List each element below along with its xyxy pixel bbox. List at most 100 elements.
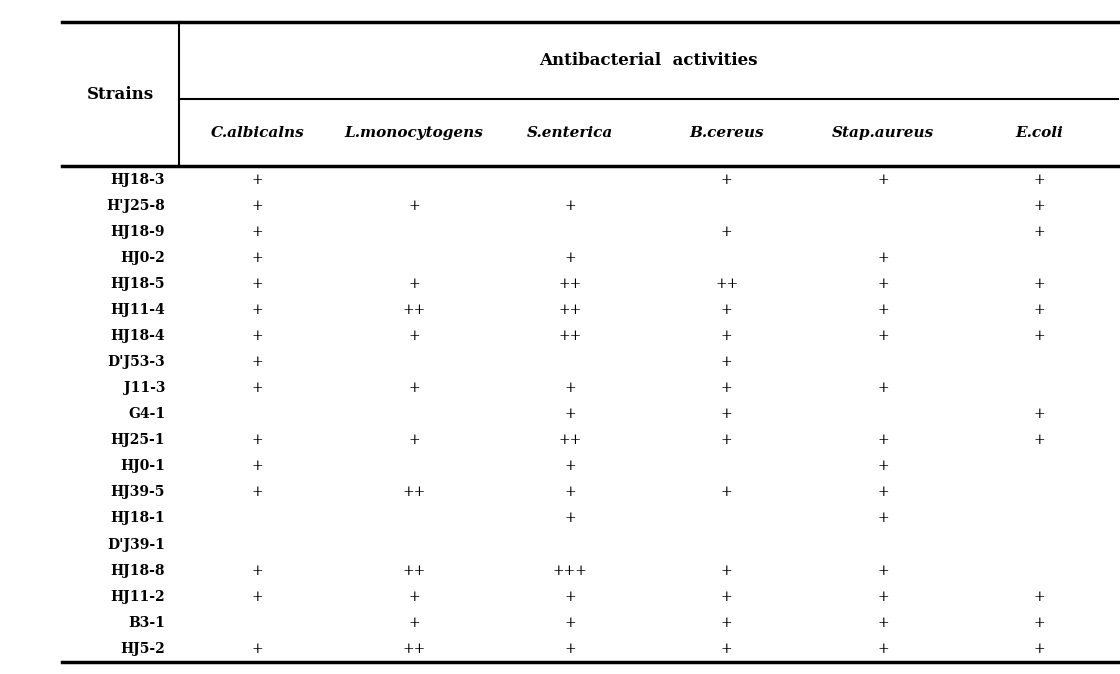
Text: +: +	[564, 381, 576, 395]
Text: +: +	[408, 616, 420, 630]
Text: ++: ++	[402, 563, 426, 578]
Text: HJ39-5: HJ39-5	[111, 485, 165, 499]
Text: HJ18-9: HJ18-9	[111, 224, 165, 239]
Text: +: +	[877, 563, 889, 578]
Text: +: +	[564, 459, 576, 473]
Text: +: +	[1034, 642, 1045, 656]
Text: +: +	[721, 616, 732, 630]
Text: B3-1: B3-1	[128, 616, 165, 630]
Text: G4-1: G4-1	[128, 407, 165, 421]
Text: +++: +++	[553, 563, 588, 578]
Text: +: +	[252, 590, 263, 604]
Text: ++: ++	[559, 433, 582, 448]
Text: +: +	[564, 251, 576, 265]
Text: +: +	[408, 199, 420, 212]
Text: +: +	[252, 277, 263, 290]
Text: +: +	[564, 512, 576, 526]
Text: ++: ++	[559, 329, 582, 343]
Text: C.albicalns: C.albicalns	[211, 126, 305, 140]
Text: +: +	[1034, 407, 1045, 421]
Text: +: +	[877, 642, 889, 656]
Text: +: +	[1034, 173, 1045, 187]
Text: +: +	[252, 224, 263, 239]
Text: +: +	[721, 303, 732, 317]
Text: +: +	[564, 616, 576, 630]
Text: +: +	[1034, 433, 1045, 448]
Text: +: +	[252, 433, 263, 448]
Text: Strains: Strains	[87, 86, 153, 102]
Text: +: +	[877, 459, 889, 473]
Text: +: +	[252, 459, 263, 473]
Text: Antibacterial  activities: Antibacterial activities	[539, 52, 758, 69]
Text: +: +	[721, 433, 732, 448]
Text: D'J53-3: D'J53-3	[108, 355, 165, 369]
Text: HJ18-3: HJ18-3	[111, 173, 165, 187]
Text: L.monocytogens: L.monocytogens	[345, 126, 483, 140]
Text: +: +	[252, 642, 263, 656]
Text: +: +	[1034, 616, 1045, 630]
Text: +: +	[1034, 224, 1045, 239]
Text: HJ0-2: HJ0-2	[120, 251, 165, 265]
Text: HJ0-1: HJ0-1	[120, 459, 165, 473]
Text: +: +	[877, 303, 889, 317]
Text: +: +	[564, 590, 576, 604]
Text: +: +	[877, 433, 889, 448]
Text: +: +	[877, 590, 889, 604]
Text: ++: ++	[402, 642, 426, 656]
Text: ++: ++	[402, 485, 426, 499]
Text: +: +	[1034, 329, 1045, 343]
Text: HJ18-1: HJ18-1	[111, 512, 165, 526]
Text: +: +	[721, 381, 732, 395]
Text: +: +	[252, 355, 263, 369]
Text: +: +	[252, 485, 263, 499]
Text: +: +	[877, 329, 889, 343]
Text: +: +	[1034, 277, 1045, 290]
Text: +: +	[252, 173, 263, 187]
Text: +: +	[721, 224, 732, 239]
Text: +: +	[877, 512, 889, 526]
Text: +: +	[721, 563, 732, 578]
Text: +: +	[252, 381, 263, 395]
Text: +: +	[408, 329, 420, 343]
Text: +: +	[1034, 199, 1045, 212]
Text: +: +	[1034, 303, 1045, 317]
Text: +: +	[877, 616, 889, 630]
Text: +: +	[564, 199, 576, 212]
Text: +: +	[1034, 590, 1045, 604]
Text: +: +	[721, 355, 732, 369]
Text: +: +	[252, 199, 263, 212]
Text: +: +	[721, 329, 732, 343]
Text: +: +	[408, 277, 420, 290]
Text: D'J39-1: D'J39-1	[108, 538, 165, 551]
Text: +: +	[252, 303, 263, 317]
Text: +: +	[721, 407, 732, 421]
Text: HJ11-4: HJ11-4	[111, 303, 165, 317]
Text: ++: ++	[402, 303, 426, 317]
Text: +: +	[564, 642, 576, 656]
Text: HJ18-8: HJ18-8	[111, 563, 165, 578]
Text: +: +	[408, 590, 420, 604]
Text: +: +	[721, 173, 732, 187]
Text: B.cereus: B.cereus	[690, 126, 764, 140]
Text: S.enterica: S.enterica	[528, 126, 614, 140]
Text: E.coli: E.coli	[1016, 126, 1063, 140]
Text: +: +	[877, 251, 889, 265]
Text: HJ18-4: HJ18-4	[111, 329, 165, 343]
Text: +: +	[564, 485, 576, 499]
Text: HJ18-5: HJ18-5	[111, 277, 165, 290]
Text: +: +	[877, 485, 889, 499]
Text: ++: ++	[559, 277, 582, 290]
Text: +: +	[721, 485, 732, 499]
Text: HJ5-2: HJ5-2	[120, 642, 165, 656]
Text: +: +	[877, 173, 889, 187]
Text: J11-3: J11-3	[123, 381, 165, 395]
Text: +: +	[721, 590, 732, 604]
Text: HJ25-1: HJ25-1	[111, 433, 165, 448]
Text: +: +	[252, 329, 263, 343]
Text: +: +	[408, 433, 420, 448]
Text: +: +	[721, 642, 732, 656]
Text: +: +	[408, 381, 420, 395]
Text: ++: ++	[715, 277, 738, 290]
Text: +: +	[877, 381, 889, 395]
Text: +: +	[252, 251, 263, 265]
